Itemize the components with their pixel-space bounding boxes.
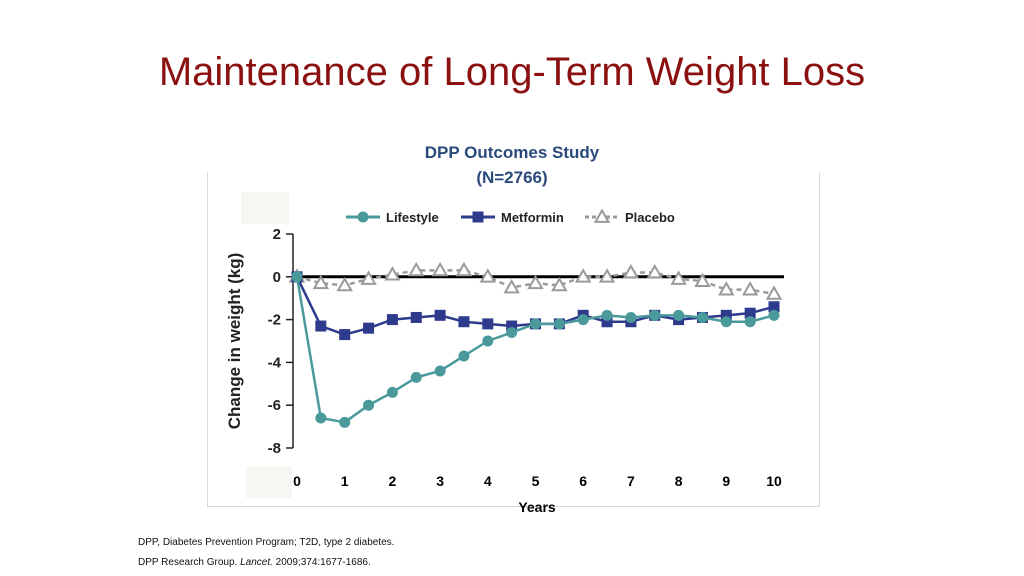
lifestyle-point	[601, 309, 613, 321]
footnote-reference: DPP Research Group. Lancet. 2009;374:167…	[138, 557, 371, 568]
placebo-point	[551, 276, 568, 292]
lifestyle-point	[339, 416, 351, 428]
reference-citation: 2009;374:1677-1686.	[272, 557, 371, 568]
metformin-point	[363, 322, 375, 334]
metformin-point	[601, 316, 613, 328]
metformin-point	[315, 320, 327, 332]
placebo-point	[312, 274, 330, 290]
x-tick-label: 3	[436, 473, 444, 489]
metformin-point	[339, 329, 351, 341]
chart-heading-study: DPP Outcomes Study	[424, 143, 600, 162]
x-tick-label: 5	[532, 473, 540, 489]
background-patch-bottom	[246, 466, 292, 498]
x-tick-label: 4	[484, 473, 492, 489]
placebo-point	[598, 268, 616, 283]
y-tick-label: -4	[268, 354, 282, 371]
metformin-point	[482, 318, 494, 330]
y-axis-label: Change in weight (kg)	[225, 253, 244, 430]
placebo-point	[455, 261, 473, 277]
reference-journal: Lancet.	[240, 557, 273, 568]
placebo-point	[741, 281, 759, 296]
metformin-point	[386, 314, 398, 326]
placebo-point	[431, 261, 449, 277]
placebo-point	[646, 264, 663, 279]
lifestyle-point	[768, 309, 780, 321]
x-tick-label: 8	[675, 473, 683, 489]
metformin-point	[744, 307, 756, 319]
chart-frame	[207, 172, 820, 507]
lifestyle-point	[744, 316, 756, 328]
legend-placebo-label: Placebo	[625, 210, 675, 225]
placebo-point	[574, 268, 592, 283]
slide-title: Maintenance of Long-Term Weight Loss	[158, 50, 866, 94]
lifestyle-point	[482, 335, 494, 347]
metformin-point	[768, 301, 780, 313]
legend-lifestyle-label: Lifestyle	[386, 210, 439, 225]
lifestyle-point	[506, 326, 518, 338]
lifestyle-point	[291, 271, 303, 283]
placebo-point	[503, 278, 520, 294]
metformin-point	[720, 309, 732, 321]
chart-heading: DPP Outcomes Study (N=2766)	[362, 140, 662, 190]
legend-lifestyle-marker	[357, 211, 369, 223]
placebo-point	[479, 268, 497, 283]
background-patch-top	[241, 192, 289, 224]
placebo-point	[527, 274, 544, 290]
lifestyle-point	[720, 316, 732, 328]
y-tick-label: -8	[268, 440, 281, 457]
x-tick-label: 10	[766, 473, 782, 489]
legend-metformin-marker	[472, 211, 484, 223]
x-tick-label: 2	[389, 473, 397, 489]
lifestyle-point	[577, 314, 589, 326]
x-tick-label: 1	[341, 473, 349, 489]
x-tick-label: 9	[722, 473, 730, 489]
legend-metformin-label: Metformin	[501, 210, 564, 225]
footnote-abbreviations: DPP, Diabetes Prevention Program; T2D, t…	[138, 537, 395, 548]
lifestyle-point	[458, 350, 470, 362]
metformin-point	[410, 311, 422, 323]
x-tick-label: 7	[627, 473, 635, 489]
placebo-point	[336, 276, 353, 292]
reference-authors: DPP Research Group.	[138, 557, 241, 568]
lifestyle-point	[410, 371, 422, 383]
placebo-point	[718, 281, 735, 296]
lifestyle-point	[696, 311, 708, 323]
lifestyle-point	[363, 399, 375, 411]
placebo-point	[670, 270, 687, 285]
lifestyle-point	[673, 309, 685, 321]
y-tick-label: 2	[273, 226, 281, 243]
placebo-point	[694, 272, 711, 287]
metformin-point	[434, 309, 446, 321]
y-tick-label: -2	[268, 312, 281, 329]
metformin-point	[506, 320, 518, 332]
lifestyle-point	[649, 309, 661, 321]
y-tick-label: 0	[273, 269, 281, 286]
placebo-point	[622, 264, 640, 279]
x-axis-label: Years	[518, 499, 556, 515]
lifestyle-point	[315, 412, 327, 424]
metformin-point	[458, 316, 470, 328]
lifestyle-point	[625, 311, 637, 323]
lifestyle-point	[553, 318, 565, 330]
lifestyle-point	[434, 365, 446, 377]
chart-heading-sample-size: (N=2766)	[476, 168, 548, 187]
lifestyle-point	[386, 386, 398, 398]
lifestyle-point	[530, 318, 541, 330]
legend-placebo-marker	[593, 208, 611, 223]
placebo-point	[408, 261, 425, 277]
placebo-point	[765, 285, 783, 300]
y-tick-label: -6	[268, 397, 281, 414]
placebo-point	[360, 270, 377, 285]
placebo-point	[384, 266, 401, 281]
x-tick-label: 6	[579, 473, 587, 489]
x-tick-label: 0	[293, 473, 301, 489]
